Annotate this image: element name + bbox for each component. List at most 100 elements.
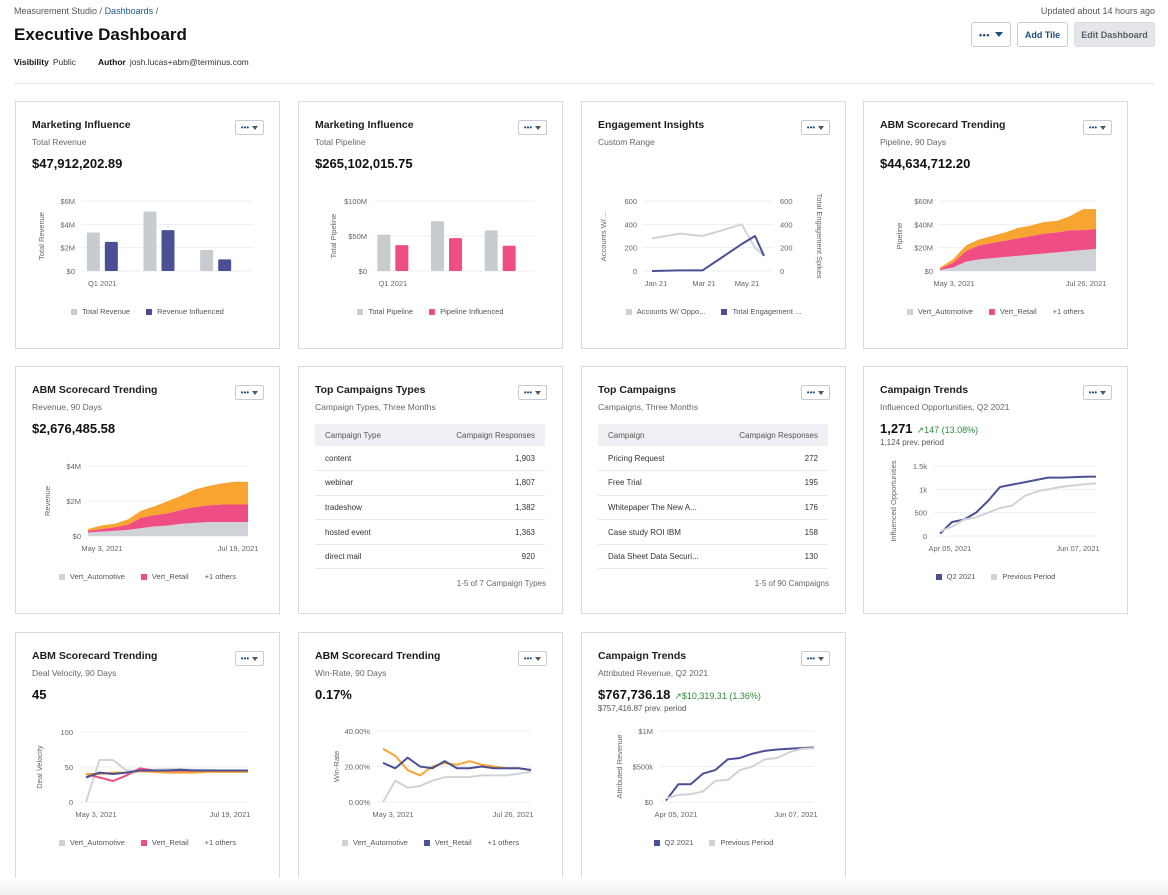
legend-item[interactable]: Vert_Automotive bbox=[906, 307, 973, 316]
breadcrumb-dashboards-link[interactable]: Dashboards bbox=[104, 6, 154, 16]
y-tick-label: $2M bbox=[66, 497, 81, 506]
tile-menu-button[interactable]: ••• bbox=[801, 120, 830, 135]
legend-item[interactable]: Vert_Retail bbox=[423, 838, 472, 847]
tile-menu-button[interactable]: ••• bbox=[801, 651, 830, 666]
table-row[interactable]: tradeshow 1,382 bbox=[315, 495, 545, 521]
add-tile-button[interactable]: Add Tile bbox=[1017, 22, 1068, 47]
legend-label: Vert_Automotive bbox=[917, 307, 973, 316]
tile-value: $44,634,712.20 bbox=[880, 156, 971, 171]
tile-value: $767,736.18 ↗$10,319.31 (1.36%) bbox=[598, 687, 761, 702]
chevron-down-icon bbox=[818, 390, 825, 395]
tile-menu-button[interactable]: ••• bbox=[518, 385, 547, 400]
bar bbox=[143, 211, 157, 271]
legend-label: Pipeline Influenced bbox=[440, 307, 504, 316]
legend-item[interactable]: Vert_Automotive bbox=[58, 572, 125, 581]
trend-up-delta: ↗147 (13.08%) bbox=[916, 425, 979, 435]
bar-chart: $0 $2M $4M $6M Total Revenue Q1 2021 bbox=[37, 197, 252, 288]
table-row[interactable]: content 1,903 bbox=[315, 446, 545, 472]
more-dots-icon: ••• bbox=[523, 388, 533, 397]
chart-legend: Q2 2021 Previous Period bbox=[582, 838, 845, 847]
y-tick-label: 0 bbox=[923, 532, 927, 541]
table-row[interactable]: webinar 1,807 bbox=[315, 470, 545, 496]
column-header[interactable]: Campaign Responses bbox=[719, 424, 828, 446]
table-row[interactable]: Data Sheet Data Securi... 130 bbox=[598, 544, 828, 570]
column-header[interactable]: Campaign Type bbox=[315, 424, 415, 446]
y-tick-label: 400 bbox=[624, 220, 637, 229]
column-header[interactable]: Campaign bbox=[598, 424, 720, 446]
tile-menu-button[interactable]: ••• bbox=[1083, 120, 1112, 135]
more-actions-button[interactable]: ••• bbox=[971, 22, 1011, 47]
edit-dashboard-button[interactable]: Edit Dashboard bbox=[1074, 22, 1155, 47]
legend-item[interactable]: Q2 2021 bbox=[653, 838, 693, 847]
legend-item[interactable]: Pipeline Influenced bbox=[429, 307, 504, 316]
table-row[interactable]: hosted event 1,363 bbox=[315, 519, 545, 545]
legend-item[interactable]: Total Revenue bbox=[71, 307, 130, 316]
line-series bbox=[382, 747, 532, 777]
tile-menu-button[interactable]: ••• bbox=[518, 651, 547, 666]
line-series bbox=[86, 770, 248, 775]
legend-item[interactable]: Accounts W/ Oppo... bbox=[625, 307, 705, 316]
chevron-down-icon bbox=[1100, 125, 1107, 130]
chart-legend: Q2 2021 Previous Period bbox=[864, 572, 1127, 581]
previous-period-value: 1,124 prev. period bbox=[880, 438, 944, 447]
y-tick-label: 1.5k bbox=[913, 462, 927, 471]
y-tick-label: 50 bbox=[65, 763, 73, 772]
updated-timestamp: Updated about 14 hours ago bbox=[1040, 6, 1155, 16]
tile-menu-button[interactable]: ••• bbox=[235, 651, 264, 666]
area-series bbox=[940, 229, 1096, 270]
tile-menu-button[interactable]: ••• bbox=[1083, 385, 1112, 400]
y-tick-label: 1k bbox=[919, 485, 927, 494]
line-series bbox=[85, 768, 248, 779]
legend-item[interactable]: Previous Period bbox=[991, 572, 1055, 581]
legend-item[interactable]: Total Engagement ... bbox=[721, 307, 801, 316]
tile-value: 1,271 ↗147 (13.08%) bbox=[880, 421, 978, 436]
y-tick-label: $0 bbox=[67, 267, 75, 276]
tile-top-campaigns: Top Campaigns Campaigns, Three Months ••… bbox=[581, 366, 846, 614]
table-cell: 158 bbox=[719, 519, 828, 545]
bottom-fade bbox=[0, 878, 1168, 895]
legend-item[interactable]: Total Pipeline bbox=[357, 307, 413, 316]
x-tick-label: Jul 26, 2021 bbox=[1066, 279, 1107, 288]
y-tick-label: $0 bbox=[645, 798, 653, 807]
breadcrumb-end: / bbox=[153, 6, 159, 16]
legend-item[interactable]: Vert_Retail bbox=[140, 572, 189, 581]
column-header[interactable]: Campaign Responses bbox=[414, 424, 545, 446]
y-tick-label: $4M bbox=[66, 462, 81, 471]
legend-label: Vert_Retail bbox=[999, 307, 1037, 316]
author-label: Author bbox=[97, 57, 126, 67]
legend-item[interactable]: Vert_Automotive bbox=[341, 838, 408, 847]
legend-item[interactable]: Previous Period bbox=[709, 838, 773, 847]
tile-menu-button[interactable]: ••• bbox=[235, 385, 264, 400]
table-row[interactable]: Whitepaper The New A... 176 bbox=[598, 495, 828, 521]
visibility-value: Public bbox=[52, 57, 76, 67]
tile-engagement-insights: Engagement Insights Custom Range ••• 0 20… bbox=[581, 101, 846, 349]
bar bbox=[377, 234, 391, 271]
table-row[interactable]: Free Trial 195 bbox=[598, 470, 828, 496]
legend-item[interactable]: +1 others bbox=[488, 838, 519, 847]
y-axis-label: Attributed Revenue bbox=[615, 734, 624, 798]
tile-menu-button[interactable]: ••• bbox=[801, 385, 830, 400]
y-axis-label: Win-Rate bbox=[332, 751, 341, 782]
legend-item[interactable]: Vert_Retail bbox=[988, 307, 1037, 316]
x-tick-label: Mar 21 bbox=[692, 279, 715, 288]
legend-item[interactable]: Q2 2021 bbox=[935, 572, 975, 581]
legend-label: +1 others bbox=[487, 838, 520, 847]
legend-item[interactable]: +1 others bbox=[1053, 307, 1084, 316]
tile-title: Top Campaigns Types bbox=[315, 384, 426, 396]
area-series bbox=[88, 504, 248, 533]
legend-item[interactable]: Vert_Retail bbox=[140, 838, 189, 847]
table-row[interactable]: direct mail 920 bbox=[315, 544, 545, 570]
y-tick-label: $2M bbox=[60, 244, 75, 253]
legend-item[interactable]: +1 others bbox=[205, 572, 236, 581]
legend-item[interactable]: Vert_Automotive bbox=[58, 838, 125, 847]
tile-menu-button[interactable]: ••• bbox=[235, 120, 264, 135]
tile-menu-button[interactable]: ••• bbox=[518, 120, 547, 135]
more-dots-icon: ••• bbox=[240, 654, 250, 663]
table-cell: content bbox=[315, 446, 415, 472]
legend-item[interactable]: +1 others bbox=[205, 838, 236, 847]
more-dots-icon: ••• bbox=[1088, 388, 1098, 397]
table-row[interactable]: Pricing Request 272 bbox=[598, 446, 828, 472]
table-row[interactable]: Case study ROI IBM 158 bbox=[598, 519, 828, 545]
y-tick-label: $0 bbox=[73, 532, 81, 541]
legend-item[interactable]: Revenue Influenced bbox=[146, 307, 224, 316]
